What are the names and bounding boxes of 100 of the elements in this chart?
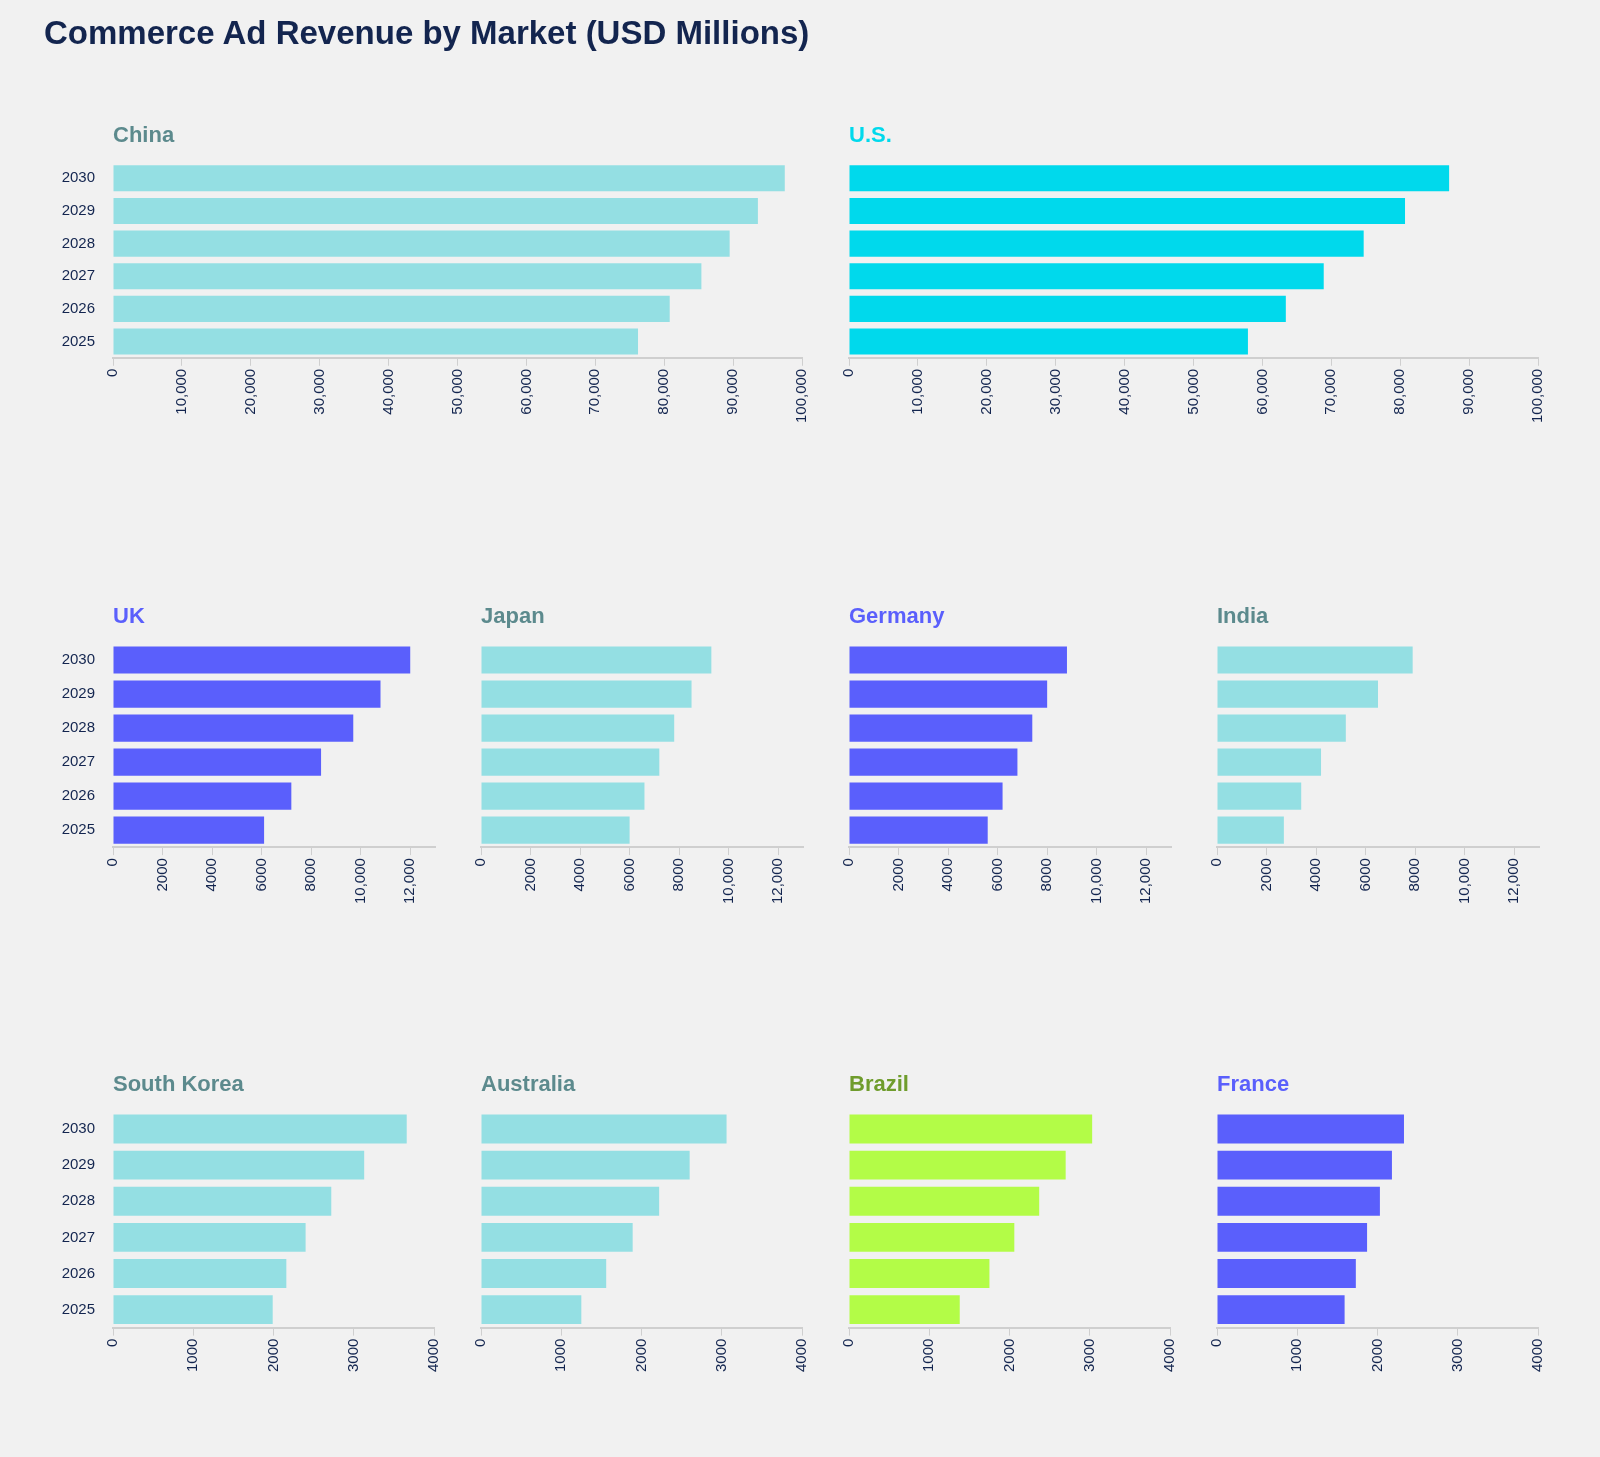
- bar: [1217, 1150, 1392, 1180]
- bar: [481, 1150, 690, 1180]
- x-tick-label: 4000: [424, 1338, 442, 1373]
- bar: [849, 1114, 1093, 1144]
- bar: [481, 1186, 660, 1216]
- x-tick-label: 4000: [938, 858, 956, 892]
- x-tick-label: 1000: [551, 1338, 569, 1373]
- bar: [481, 680, 692, 708]
- bar: [1217, 1186, 1380, 1216]
- bar: [849, 816, 988, 844]
- bar: [849, 295, 1286, 322]
- bar: [849, 782, 1003, 810]
- x-tick-label: 4000: [1160, 1338, 1178, 1373]
- y-tick-label: 2025: [61, 331, 95, 349]
- x-tick-label: 3000: [343, 1338, 361, 1373]
- x-tick-label: 0: [839, 368, 857, 378]
- x-tick-label: 0: [839, 858, 857, 867]
- x-tick-label: 30,000: [1045, 368, 1063, 415]
- bar: [113, 1222, 306, 1252]
- x-tick-label: 40,000: [1114, 368, 1132, 415]
- x-tick-label: 1000: [1287, 1338, 1305, 1373]
- x-tick-label: 0: [471, 858, 489, 867]
- bar: [849, 714, 1033, 742]
- bar: [113, 1186, 332, 1216]
- x-tick-label: 0: [103, 858, 121, 867]
- chart-title: India: [1217, 603, 1269, 630]
- bar: [113, 295, 670, 322]
- bar: [849, 230, 1364, 257]
- x-tick-label: 10,000: [1086, 858, 1104, 905]
- x-tick-label: 4000: [1306, 858, 1324, 892]
- x-tick-label: 6000: [619, 858, 637, 892]
- x-tick-label: 70,000: [1321, 368, 1339, 415]
- x-tick-label: 60,000: [1252, 368, 1270, 415]
- bar: [113, 197, 758, 224]
- bar: [849, 328, 1248, 355]
- x-tick-label: 50,000: [1183, 368, 1201, 415]
- x-tick-label: 10,000: [350, 858, 368, 905]
- x-tick-label: 10,000: [718, 858, 736, 905]
- x-tick-label: 4000: [570, 858, 588, 892]
- chart-title: Brazil: [849, 1071, 909, 1098]
- y-tick-label: 2026: [61, 298, 95, 316]
- x-tick-label: 3000: [1447, 1338, 1465, 1373]
- bar: [1217, 680, 1378, 708]
- x-tick-label: 8000: [1037, 858, 1055, 892]
- x-tick-label: 0: [103, 1338, 121, 1347]
- bar: [481, 816, 630, 844]
- bar: [1217, 782, 1302, 810]
- y-tick-label: 2029: [61, 684, 95, 702]
- x-tick-label: 4000: [792, 1338, 810, 1373]
- bar: [113, 263, 702, 290]
- bar: [849, 748, 1018, 776]
- x-tick-label: 40,000: [378, 368, 396, 415]
- x-tick-label: 70,000: [585, 368, 603, 415]
- bar: [113, 680, 381, 708]
- x-tick-label: 90,000: [1459, 368, 1477, 415]
- bar: [849, 165, 1450, 192]
- bar: [481, 1259, 607, 1288]
- bar: [113, 230, 730, 257]
- x-tick-label: 80,000: [654, 368, 672, 415]
- bar: [1217, 714, 1346, 742]
- y-tick-label: 2028: [61, 718, 95, 736]
- bar: [1217, 816, 1284, 844]
- x-tick-label: 0: [1207, 1338, 1225, 1347]
- chart-title: Germany: [849, 603, 945, 630]
- bar: [849, 1259, 990, 1288]
- bar: [849, 197, 1406, 224]
- bar: [849, 646, 1067, 674]
- x-tick-label: 0: [471, 1338, 489, 1347]
- x-tick-label: 3000: [711, 1338, 729, 1373]
- y-tick-label: 2029: [61, 201, 95, 219]
- x-tick-label: 0: [103, 368, 121, 378]
- bar: [113, 1259, 287, 1288]
- bar: [113, 816, 265, 844]
- y-tick-label: 2028: [61, 1191, 95, 1209]
- y-tick-label: 2027: [61, 266, 95, 284]
- y-tick-label: 2027: [61, 752, 95, 770]
- x-tick-label: 90,000: [723, 368, 741, 415]
- x-tick-label: 10,000: [1454, 858, 1472, 905]
- text: Commerce Ad Revenue by Market (USD Millions): [44, 14, 810, 52]
- x-tick-label: 8000: [301, 858, 319, 892]
- bar: [113, 1150, 365, 1180]
- x-tick-label: 50,000: [447, 368, 465, 415]
- chart-title: Australia: [481, 1071, 576, 1098]
- x-tick-label: 8000: [669, 858, 687, 892]
- bar: [1217, 1259, 1356, 1288]
- bar: [849, 1295, 960, 1325]
- x-tick-label: 2000: [888, 858, 906, 892]
- y-tick-label: 2025: [61, 1299, 95, 1317]
- x-tick-label: 20,000: [976, 368, 994, 415]
- chart-title: China: [113, 122, 175, 149]
- bar: [849, 263, 1324, 290]
- x-tick-label: 6000: [251, 858, 269, 892]
- x-tick-label: 20,000: [240, 368, 258, 415]
- y-tick-label: 2025: [61, 820, 95, 838]
- x-tick-label: 2000: [263, 1338, 281, 1373]
- bar: [481, 1114, 727, 1144]
- x-tick-label: 30,000: [309, 368, 327, 415]
- y-tick-label: 2030: [61, 168, 95, 186]
- x-tick-label: 12,000: [1504, 858, 1522, 905]
- x-tick-label: 6000: [1355, 858, 1373, 892]
